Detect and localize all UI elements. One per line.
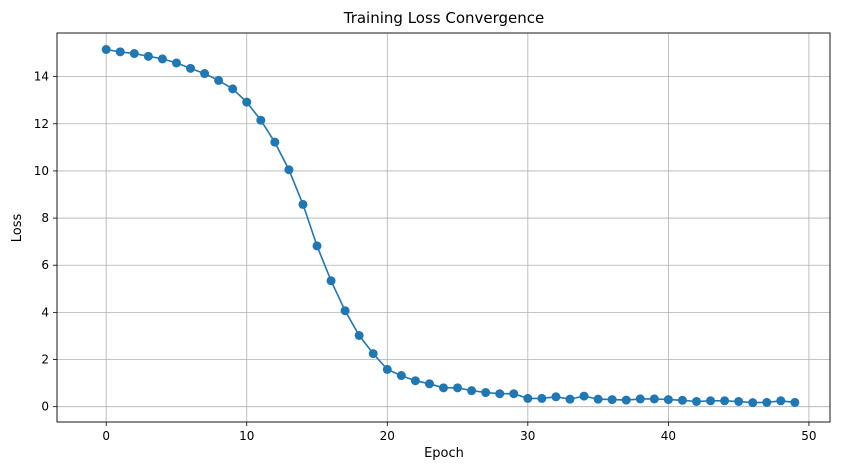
loss-point xyxy=(242,97,252,107)
loss-point xyxy=(720,396,730,406)
loss-point xyxy=(677,395,687,405)
loss-point xyxy=(368,349,378,359)
loss-point xyxy=(298,199,308,209)
y-axis-ticks: 0 2 4 6 8 10 12 14 xyxy=(34,70,57,414)
y-tick-label: 2 xyxy=(41,353,49,367)
x-tick-label: 40 xyxy=(661,429,676,443)
loss-point xyxy=(565,394,575,404)
chart-title: Training Loss Convergence xyxy=(343,9,545,27)
loss-point xyxy=(509,389,519,399)
loss-point xyxy=(776,396,786,406)
loss-point xyxy=(312,241,322,251)
series-group xyxy=(101,45,800,408)
loss-point xyxy=(551,392,561,402)
loss-point xyxy=(396,371,406,381)
loss-point xyxy=(424,379,434,389)
loss-point xyxy=(186,63,196,73)
loss-point xyxy=(691,396,701,406)
loss-point xyxy=(228,84,238,94)
loss-point xyxy=(579,391,589,401)
loss-line xyxy=(106,48,795,404)
loss-point xyxy=(256,115,266,125)
y-tick-label: 14 xyxy=(34,70,49,84)
loss-point xyxy=(467,386,477,396)
loss-point xyxy=(101,45,111,55)
x-axis-ticks: 0 10 20 30 40 50 xyxy=(102,422,817,443)
y-tick-label: 4 xyxy=(41,305,49,319)
loss-point xyxy=(481,388,491,398)
plot-frame xyxy=(56,32,831,423)
loss-point xyxy=(354,330,364,340)
x-tick-label: 50 xyxy=(801,429,816,443)
loss-point xyxy=(143,51,153,61)
loss-point xyxy=(214,75,224,85)
loss-point xyxy=(382,364,392,374)
y-axis-label: Loss xyxy=(10,214,25,243)
loss-point xyxy=(748,398,758,408)
loss-point xyxy=(340,306,350,316)
x-tick-label: 20 xyxy=(380,429,395,443)
loss-point xyxy=(649,394,659,404)
y-tick-label: 12 xyxy=(34,117,49,131)
loss-point xyxy=(706,396,716,406)
x-axis-label: Epoch xyxy=(424,446,464,461)
loss-point xyxy=(453,383,463,393)
loss-point xyxy=(157,54,167,64)
x-tick-label: 0 xyxy=(102,429,110,443)
y-tick-label: 0 xyxy=(41,400,49,414)
loss-point xyxy=(410,376,420,386)
loss-point xyxy=(790,397,800,407)
loss-point xyxy=(200,69,210,79)
x-tick-label: 30 xyxy=(520,429,535,443)
loss-point xyxy=(284,165,294,175)
loss-point xyxy=(523,393,533,403)
loss-point xyxy=(621,395,631,405)
loss-point xyxy=(171,58,181,68)
loss-point xyxy=(663,395,673,405)
y-tick-label: 6 xyxy=(41,258,49,272)
loss-point xyxy=(762,397,772,407)
loss-point xyxy=(537,393,547,403)
loss-point xyxy=(270,137,280,147)
loss-point xyxy=(115,47,125,57)
loss-point xyxy=(326,276,336,286)
loss-point xyxy=(495,389,505,399)
loss-point xyxy=(607,395,617,405)
y-tick-label: 8 xyxy=(41,211,49,225)
loss-point xyxy=(734,396,744,406)
grid xyxy=(57,33,830,422)
y-tick-label: 10 xyxy=(34,164,49,178)
loss-point xyxy=(635,394,645,404)
loss-point xyxy=(439,383,448,393)
loss-point xyxy=(129,49,139,59)
loss-point xyxy=(593,394,603,404)
x-tick-label: 10 xyxy=(239,429,254,443)
